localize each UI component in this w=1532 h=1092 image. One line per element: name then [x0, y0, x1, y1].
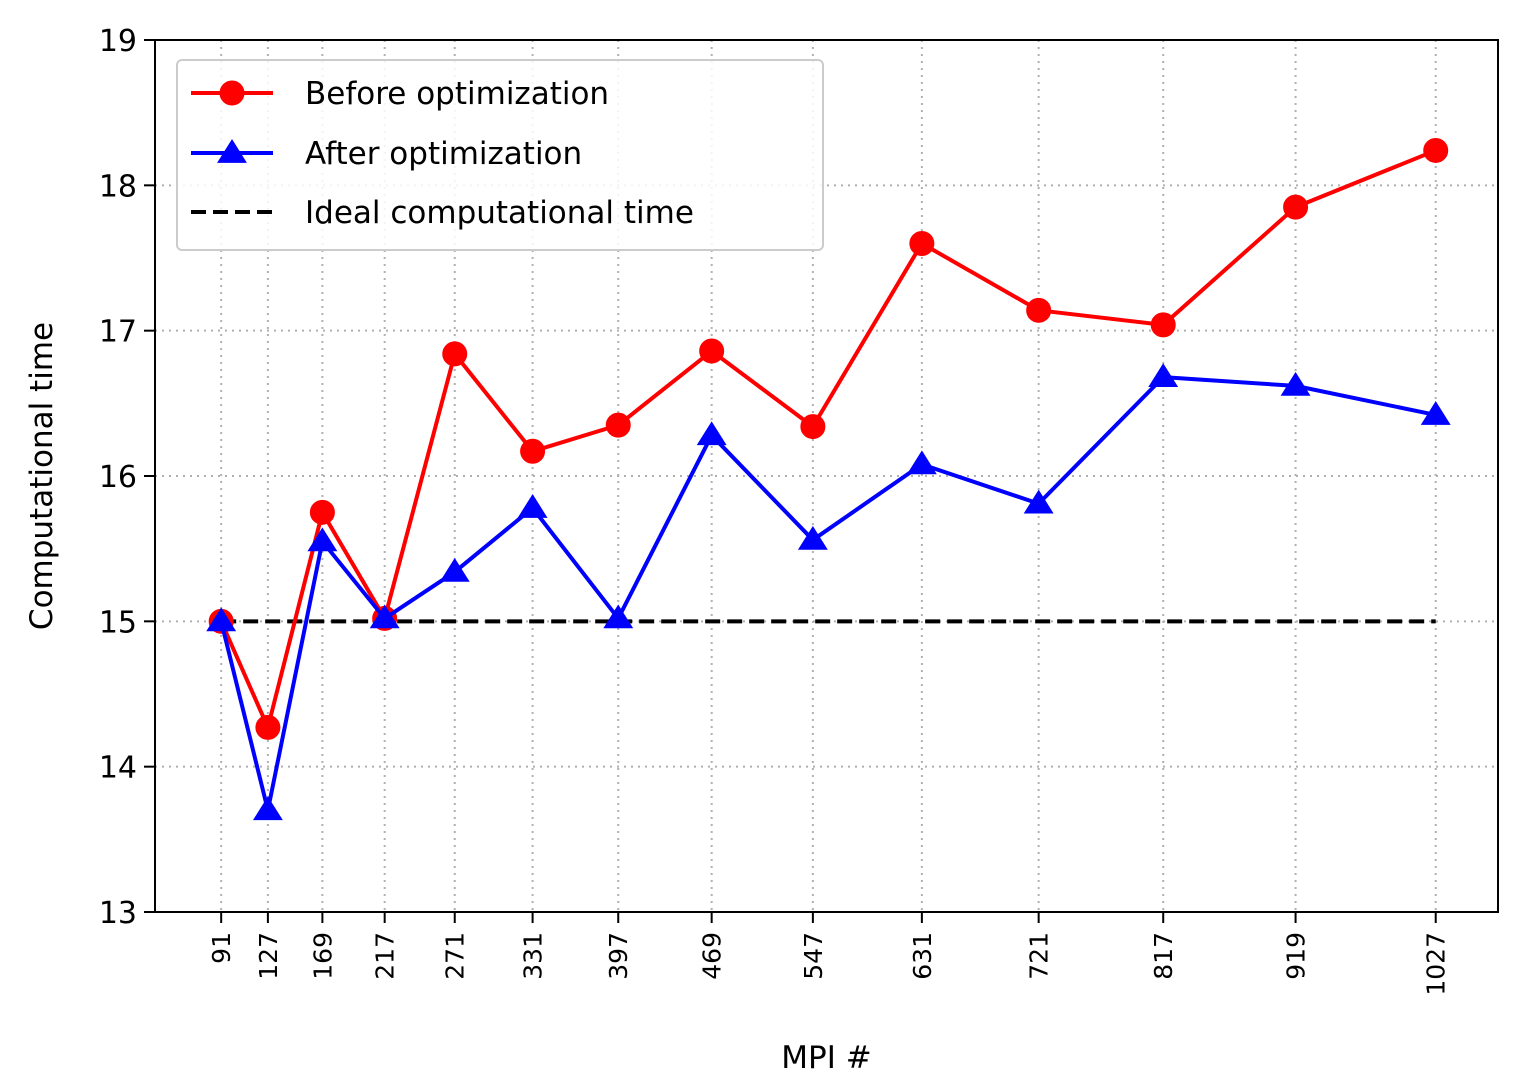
series-line-after-optimization: [219, 375, 1437, 813]
data-point-after-optimization: [439, 557, 470, 582]
data-point-before-optimization: [255, 714, 281, 740]
legend-label-ideal-computational-time: Ideal computational time: [305, 195, 694, 231]
y-tick-label: 16: [99, 460, 137, 495]
data-point-after-optimization: [797, 526, 828, 550]
data-point-after-optimization: [696, 421, 727, 446]
x-tick-label: 127: [254, 932, 283, 980]
legend-marker-before-optimization: [219, 80, 245, 106]
y-axis-ticks: 13 14 15 16 17 18 19: [99, 24, 155, 931]
data-point-before-optimization: [1283, 194, 1309, 220]
data-point-after-optimization: [1420, 401, 1451, 425]
data-point-after-optimization: [252, 796, 283, 821]
data-point-before-optimization: [800, 414, 826, 440]
series-before-optimization: [208, 137, 1449, 740]
data-point-before-optimization: [699, 338, 725, 364]
y-tick-label: 13: [99, 896, 137, 931]
x-tick-label: 631: [908, 932, 937, 980]
data-point-before-optimization: [1423, 137, 1449, 163]
data-point-before-optimization: [442, 341, 468, 367]
x-tick-label: 547: [799, 932, 828, 980]
x-tick-label: 721: [1025, 932, 1054, 980]
series-after-optimization: [206, 363, 1451, 821]
legend-marker-after-optimization: [217, 139, 247, 163]
data-point-after-optimization: [1148, 363, 1179, 388]
x-tick-label: 91: [207, 932, 236, 964]
legend-label-after-optimization: After optimization: [305, 136, 582, 172]
data-point-before-optimization: [1026, 297, 1052, 323]
x-tick-label: 331: [519, 932, 548, 980]
x-tick-label: 919: [1282, 932, 1311, 980]
x-tick-label: 397: [604, 932, 633, 980]
x-tick-label: 817: [1149, 932, 1178, 980]
data-point-before-optimization: [1150, 312, 1176, 338]
x-tick-label: 217: [371, 932, 400, 980]
data-point-after-optimization: [307, 527, 338, 552]
data-point-after-optimization: [1023, 489, 1054, 514]
data-point-after-optimization: [517, 494, 548, 518]
data-point-after-optimization: [206, 607, 237, 632]
legend: Before optimization After optimization I…: [176, 59, 824, 251]
legend-items: [191, 80, 273, 214]
legend-box: [176, 59, 824, 251]
x-tick-label: 271: [441, 932, 470, 980]
data-point-after-optimization: [369, 604, 400, 629]
data-point-before-optimization: [605, 412, 631, 438]
data-point-after-optimization: [603, 604, 634, 629]
y-tick-label: 14: [99, 751, 137, 786]
series-line-before-optimization: [219, 148, 1437, 730]
x-axis-ticks: 91 127 169 217 271 331 397 469 547 631 721 817 919 10…: [207, 912, 1451, 996]
y-tick-label: 15: [99, 605, 137, 640]
y-tick-label: 19: [99, 24, 137, 59]
legend-label-before-optimization: Before optimization: [305, 76, 609, 112]
data-point-after-optimization: [1280, 371, 1311, 396]
x-tick-label: 169: [308, 932, 337, 980]
data-point-before-optimization: [520, 438, 546, 464]
plot-frame: [154, 39, 1499, 913]
series-group: [206, 137, 1451, 821]
y-tick-label: 17: [99, 315, 137, 350]
x-axis-title: MPI #: [781, 1040, 871, 1076]
x-tick-label: 1027: [1422, 932, 1451, 996]
y-tick-label: 18: [99, 169, 137, 204]
data-point-before-optimization: [909, 230, 935, 256]
y-axis-title: Computational time: [24, 322, 60, 630]
x-tick-label: 469: [698, 932, 727, 980]
data-point-before-optimization: [309, 499, 335, 525]
data-point-after-optimization: [906, 450, 937, 475]
